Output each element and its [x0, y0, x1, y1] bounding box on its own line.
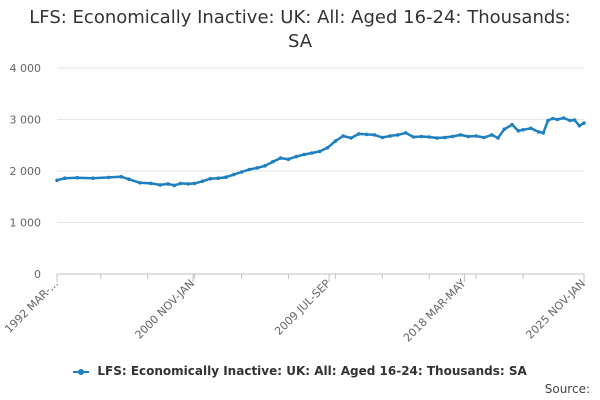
data-point[interactable] [341, 134, 346, 138]
data-point[interactable] [158, 183, 162, 187]
data-point[interactable] [263, 164, 267, 168]
data-point[interactable] [91, 176, 95, 180]
data-point[interactable] [541, 131, 546, 135]
x-tick-label: 2025 NOV-JAN [523, 277, 588, 342]
data-point[interactable] [286, 157, 291, 161]
legend-marker-icon [73, 367, 90, 377]
data-point[interactable] [521, 128, 525, 132]
data-point[interactable] [149, 181, 153, 186]
data-point[interactable] [278, 156, 283, 160]
data-point[interactable] [119, 174, 123, 179]
data-point[interactable] [239, 170, 244, 174]
y-tick-label: 3 000 [10, 114, 42, 127]
data-point[interactable] [550, 116, 555, 121]
data-point[interactable] [357, 132, 361, 136]
legend[interactable]: LFS: Economically Inactive: UK: All: Age… [0, 364, 600, 378]
data-point[interactable] [419, 134, 424, 139]
source-label: Source: [544, 382, 590, 396]
data-point[interactable] [186, 182, 191, 186]
data-point[interactable] [310, 151, 314, 155]
data-point[interactable] [502, 127, 507, 132]
y-tick-label: 2 000 [10, 165, 42, 178]
data-point[interactable] [380, 135, 385, 140]
data-point[interactable] [178, 181, 183, 186]
data-point[interactable] [411, 135, 416, 139]
data-point[interactable] [582, 121, 586, 125]
data-point[interactable] [529, 126, 533, 131]
data-point[interactable] [536, 130, 541, 134]
data-point[interactable] [403, 131, 408, 135]
data-point[interactable] [349, 136, 353, 140]
data-point[interactable] [166, 182, 170, 186]
data-point[interactable] [396, 133, 400, 137]
data-point[interactable] [372, 133, 377, 137]
data-point[interactable] [568, 118, 572, 123]
data-point[interactable] [450, 134, 455, 139]
data-point[interactable] [482, 135, 486, 140]
data-point[interactable] [489, 133, 494, 137]
data-point[interactable] [127, 177, 131, 181]
data-point[interactable] [555, 117, 560, 122]
data-point[interactable] [572, 118, 577, 122]
data-point[interactable] [224, 175, 228, 179]
chart-title: LFS: Economically Inactive: UK: All: Age… [0, 6, 600, 54]
data-point[interactable] [208, 176, 213, 181]
data-point[interactable] [325, 146, 330, 150]
data-point[interactable] [216, 176, 220, 180]
data-point[interactable] [55, 178, 59, 183]
x-tick-label: 2018 MAR-MAY [401, 277, 469, 345]
data-point[interactable] [294, 154, 299, 159]
data-point[interactable] [255, 166, 259, 170]
data-point[interactable] [458, 133, 463, 137]
data-point[interactable] [435, 136, 439, 140]
x-tick-label: 1992 MAR-... [2, 277, 61, 336]
data-point[interactable] [247, 167, 252, 172]
data-point[interactable] [510, 122, 514, 127]
data-point[interactable] [364, 132, 369, 137]
data-point[interactable] [63, 176, 67, 180]
data-point[interactable] [466, 134, 471, 139]
data-point[interactable] [388, 134, 392, 138]
data-point[interactable] [474, 134, 478, 138]
y-axis: 0 1 000 2 000 3 000 4 000 [10, 62, 42, 281]
chart-title-line-1: LFS: Economically Inactive: UK: All: Age… [29, 7, 571, 28]
data-point[interactable] [333, 139, 338, 143]
data-point[interactable] [496, 136, 500, 140]
data-point[interactable] [516, 129, 521, 133]
data-point[interactable] [192, 181, 197, 186]
data-point[interactable] [172, 183, 177, 188]
data-point[interactable] [75, 175, 80, 180]
x-axis: 1992 MAR-... 2000 NOV-JAN 2009 JUL-SEP 2018… [2, 274, 588, 345]
chart-title-line-2: SA [287, 31, 313, 52]
gridlines [57, 67, 584, 275]
data-point[interactable] [427, 135, 432, 139]
data-point[interactable] [200, 179, 205, 184]
data-point[interactable] [106, 175, 111, 180]
data-point[interactable] [317, 149, 322, 154]
y-tick-label: 4 000 [10, 62, 42, 75]
data-point[interactable] [546, 118, 550, 123]
data-point[interactable] [443, 135, 447, 140]
data-point[interactable] [302, 152, 306, 157]
y-tick-label: 0 [34, 268, 41, 281]
y-tick-label: 1 000 [10, 217, 42, 230]
data-point[interactable] [271, 159, 275, 164]
data-point[interactable] [561, 116, 566, 120]
data-point[interactable] [231, 172, 236, 177]
series-layer [55, 116, 586, 188]
legend-label: LFS: Economically Inactive: UK: All: Age… [97, 364, 527, 378]
data-point[interactable] [138, 181, 142, 185]
x-tick-label: 2000 NOV-JAN [133, 277, 198, 342]
x-tick-label: 2009 JUL-SEP [272, 277, 333, 338]
data-point[interactable] [577, 123, 582, 128]
